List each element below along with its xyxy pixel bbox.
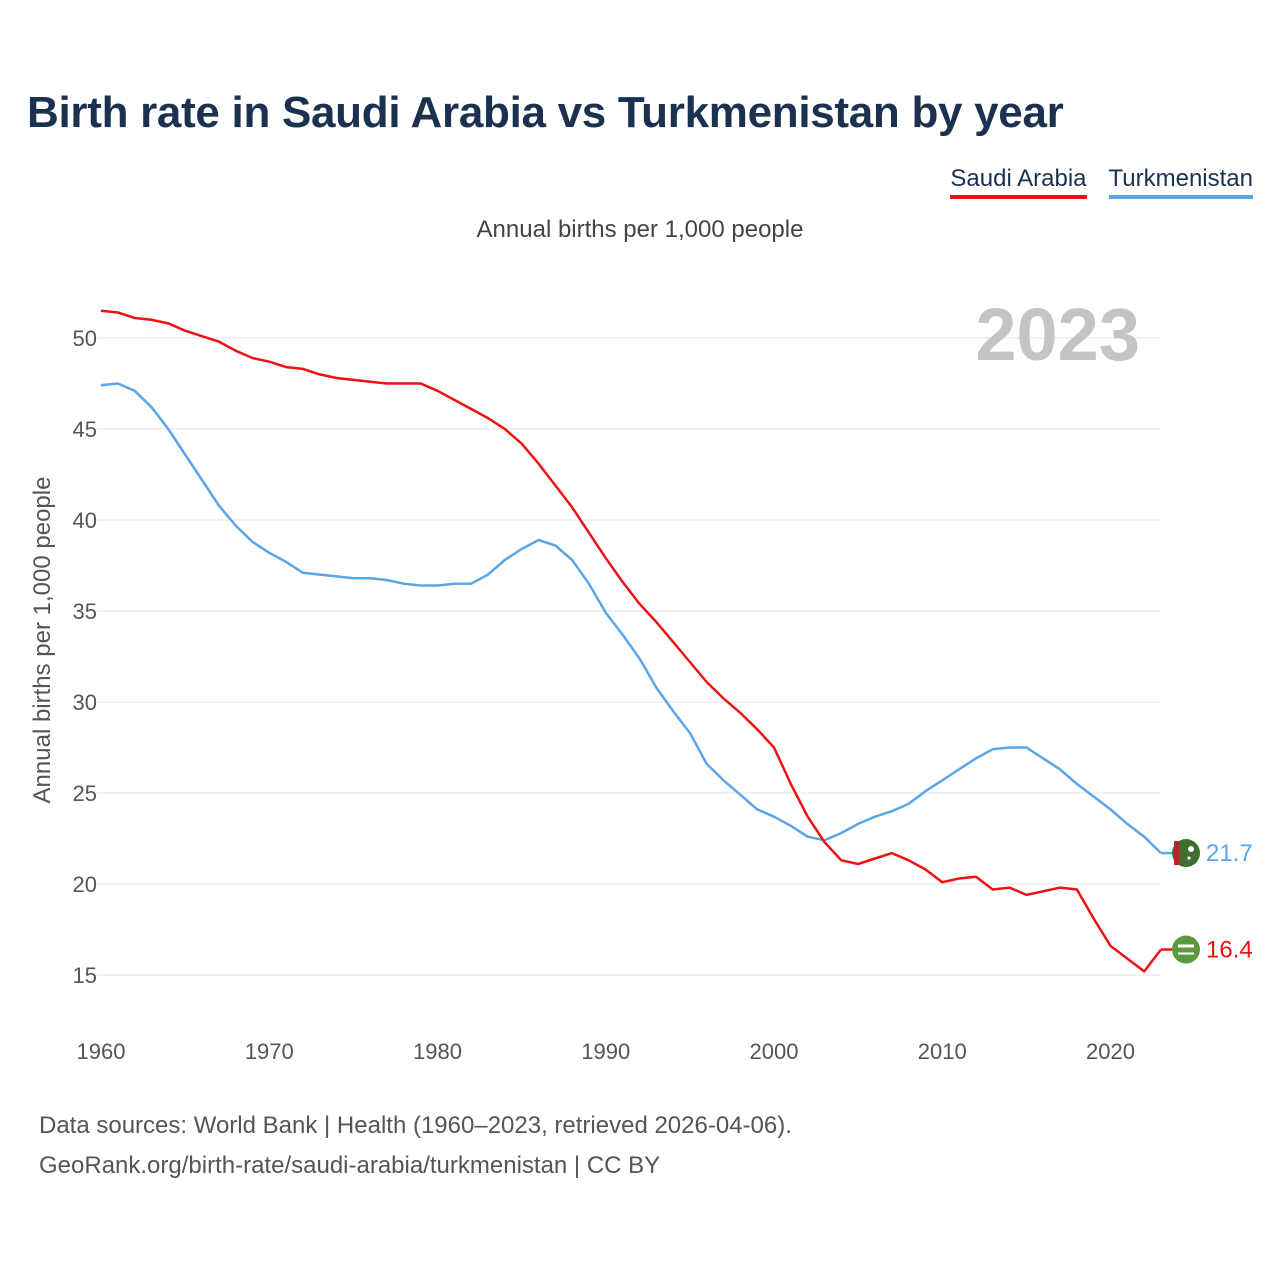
x-tick-label-1960: 1960 — [77, 1039, 126, 1064]
y-tick-label-25: 25 — [73, 781, 97, 806]
y-tick-label-30: 30 — [73, 690, 97, 715]
chart-subtitle: Annual births per 1,000 people — [476, 216, 804, 243]
y-axis-label: Annual births per 1,000 people — [29, 477, 56, 804]
x-tick-label-1980: 1980 — [413, 1039, 462, 1064]
x-tick-label-2020: 2020 — [1086, 1039, 1135, 1064]
chart-title: Birth rate in Saudi Arabia vs Turkmenist… — [27, 88, 1064, 137]
flag-icon-saudi-arabia — [1172, 935, 1200, 964]
end-markers: 21.7 16.4 — [1161, 839, 1253, 964]
x-tick-label-2010: 2010 — [918, 1039, 967, 1064]
legend-item-saudi-arabia[interactable]: Saudi Arabia — [950, 165, 1087, 199]
gridlines — [97, 337, 1161, 976]
x-tick-label-1990: 1990 — [581, 1039, 630, 1064]
y-tick-label-40: 40 — [73, 508, 97, 533]
y-tick-label-20: 20 — [73, 872, 97, 897]
year-watermark: 2023 — [975, 293, 1140, 376]
end-label-turkmenistan: 21.7 — [1206, 840, 1253, 867]
series-lines — [100, 309, 1162, 973]
source-note: Data sources: World Bank | Health (1960–… — [39, 1106, 792, 1186]
y-tick-label-45: 45 — [73, 417, 97, 442]
y-tick-label-35: 35 — [73, 599, 97, 624]
line-chart: 2023 Annual births per 1,000 people 15 20… — [29, 293, 1253, 1064]
y-axis-ticks: 15 20 25 30 35 40 45 50 — [73, 326, 97, 988]
source-line-2[interactable]: GeoRank.org/birth-rate/saudi-arabia/turk… — [39, 1152, 661, 1179]
x-tick-label-1970: 1970 — [245, 1039, 294, 1064]
series-line-saudi-arabia[interactable] — [100, 309, 1162, 973]
y-tick-label-15: 15 — [73, 963, 97, 988]
source-line-1: Data sources: World Bank | Health (1960–… — [39, 1112, 792, 1139]
legend-item-turkmenistan[interactable]: Turkmenistan — [1108, 165, 1253, 199]
x-tick-label-2000: 2000 — [750, 1039, 799, 1064]
y-tick-label-50: 50 — [73, 326, 97, 351]
x-axis-ticks: 1960 1970 1980 1990 2000 2010 2020 — [77, 1039, 1135, 1064]
legend: Saudi Arabia Turkmenistan — [950, 165, 1253, 199]
series-line-turkmenistan[interactable] — [100, 382, 1162, 854]
end-label-saudi-arabia: 16.4 — [1206, 937, 1253, 964]
flag-icon-turkmenistan — [1172, 839, 1200, 868]
